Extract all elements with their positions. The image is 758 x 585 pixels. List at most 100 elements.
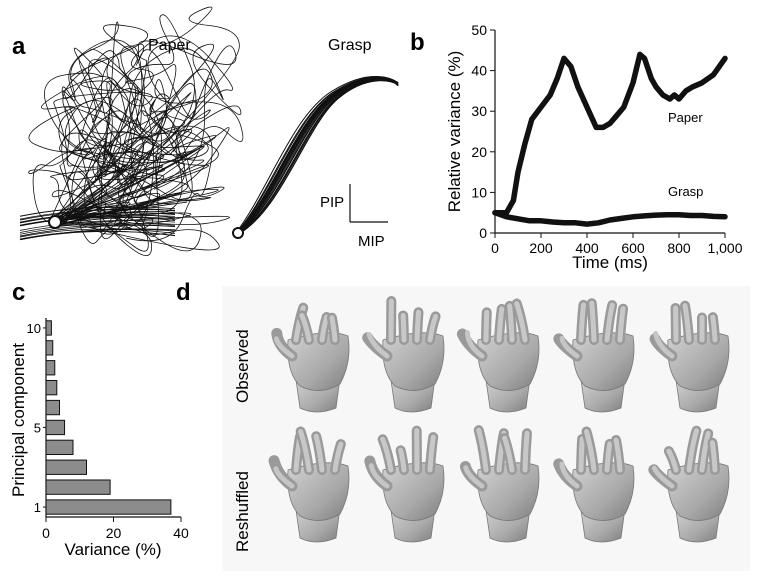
panel-c: c 1 5 10 0 20 40 Variance (%) Principal compone… xyxy=(9,279,189,559)
y-tick-label: 5 xyxy=(34,420,41,435)
x-tick-label: 200 xyxy=(529,240,553,256)
x-tick-label: 400 xyxy=(575,240,599,256)
variance-bar xyxy=(45,360,56,376)
relative-variance-chart: 0 10 20 30 40 50 0 200 400 600 800 1,000 Time (ms) Re… xyxy=(445,22,743,272)
paper-trajectory-line xyxy=(51,110,193,221)
paper-trajectory-line xyxy=(55,57,170,224)
y-tick-label: 1 xyxy=(34,500,41,515)
y-axis-label: Relative variance (%) xyxy=(445,51,464,213)
paper-trajectory-line xyxy=(19,228,176,238)
series-label-paper: Paper xyxy=(668,110,703,125)
grasp-trajectories xyxy=(235,76,399,234)
series-line-grasp xyxy=(492,209,728,227)
variance-bar xyxy=(45,459,87,475)
x-tick-label: 0 xyxy=(42,525,50,541)
variance-bar xyxy=(45,439,74,456)
paper-trajectory-line xyxy=(50,145,116,226)
panel-d: d Observed Reshuffled xyxy=(176,279,750,571)
paper-trajectory-line xyxy=(51,98,160,230)
x-tick-label: 20 xyxy=(106,525,122,541)
x-tick-label: 1,000 xyxy=(707,240,742,256)
grasp-trajectory-line xyxy=(236,76,399,234)
variance-bar xyxy=(45,419,66,436)
y-tick-label: 10 xyxy=(471,184,487,200)
x-axis-label: Variance (%) xyxy=(65,540,162,559)
paper-trajectory-line xyxy=(56,47,224,225)
panel-letter-b: b xyxy=(410,29,425,56)
reshuffled-hand xyxy=(268,426,350,543)
reshuffled-hand xyxy=(364,425,445,543)
y-tick-label: 40 xyxy=(471,63,487,79)
y-tick-label: 0 xyxy=(479,225,487,241)
observed-hand xyxy=(649,300,730,413)
paper-trajectory-line xyxy=(19,216,176,226)
panel-letter-a: a xyxy=(12,33,26,60)
variance-bar xyxy=(45,399,60,416)
paper-trajectory-line xyxy=(19,206,176,217)
variance-bar xyxy=(45,499,172,515)
grasp-trajectory-line xyxy=(237,78,399,234)
paper-trajectory-line xyxy=(51,43,242,224)
variance-bar xyxy=(45,340,54,356)
paper-trajectories xyxy=(19,6,244,257)
row-label-observed: Observed xyxy=(233,329,252,403)
paper-trajectory-line xyxy=(50,125,230,242)
paper-trajectory-line xyxy=(54,100,219,223)
paper-trajectory-line xyxy=(59,45,143,222)
variance-bar xyxy=(45,320,52,336)
paper-trajectory-line xyxy=(19,224,176,235)
paper-start-marker xyxy=(48,215,62,229)
paper-trajectory-line xyxy=(57,151,202,252)
paper-trajectory-line xyxy=(59,35,233,225)
paper-trajectory-line xyxy=(19,212,176,224)
series-label-grasp: Grasp xyxy=(668,184,703,199)
row-label-reshuffled: Reshuffled xyxy=(233,471,252,552)
grasp-trajectory-title: Grasp xyxy=(328,37,372,54)
paper-trajectory-line xyxy=(50,79,244,219)
pip-scale-label: PIP xyxy=(320,194,344,211)
panel-a: a Paper Grasp PIP MIP xyxy=(12,6,399,257)
reshuffled-hand xyxy=(459,425,540,543)
paper-trajectory-line xyxy=(50,116,144,235)
y-tick-label: 20 xyxy=(471,144,487,160)
hand-renderings xyxy=(268,296,730,543)
x-tick-label: 800 xyxy=(667,240,691,256)
grasp-trajectory-line xyxy=(236,77,399,234)
x-tick-label: 40 xyxy=(173,525,189,541)
panel-letter-c: c xyxy=(12,279,25,306)
grasp-start-marker xyxy=(232,227,244,239)
paper-trajectory-line xyxy=(19,220,176,231)
x-tick-label: 0 xyxy=(491,240,499,256)
y-tick-label: 50 xyxy=(471,22,487,38)
paper-trajectory-line xyxy=(44,47,136,226)
paper-trajectory-line xyxy=(50,100,180,224)
x-axis-label: Time (ms) xyxy=(572,253,648,272)
paper-trajectory-line xyxy=(58,6,240,224)
principal-component-chart: 1 5 10 0 20 40 Variance (%) Principal component xyxy=(9,318,189,559)
variance-bar xyxy=(45,479,111,495)
paper-trajectory-line xyxy=(59,50,164,219)
y-tick-label: 10 xyxy=(27,321,41,336)
paper-trajectory-line xyxy=(59,43,197,219)
paper-trajectory-line xyxy=(58,64,188,226)
grasp-trajectory-line xyxy=(238,78,399,234)
y-tick-label: 30 xyxy=(471,103,487,119)
mip-scale-label: MIP xyxy=(358,233,385,250)
paper-trajectory-line xyxy=(56,14,195,225)
observed-hand xyxy=(553,298,635,413)
paper-trajectory-line xyxy=(50,49,143,220)
reshuffled-hand xyxy=(648,425,730,543)
observed-hand xyxy=(362,296,445,413)
series-line-paper xyxy=(492,51,728,216)
grasp-trajectory-line xyxy=(238,79,399,234)
x-tick-label: 600 xyxy=(621,240,645,256)
variance-bar xyxy=(45,379,58,396)
reshuffled-hand xyxy=(553,426,635,543)
paper-trajectory-line xyxy=(19,231,176,241)
observed-hand xyxy=(271,302,350,413)
grasp-trajectory-line xyxy=(239,80,399,234)
observed-hand xyxy=(456,298,540,413)
y-axis-label: Principal component xyxy=(9,343,28,497)
panel-b: b 0 10 20 30 40 50 0 200 400 600 800 1,000 Time (ms)… xyxy=(410,22,743,272)
